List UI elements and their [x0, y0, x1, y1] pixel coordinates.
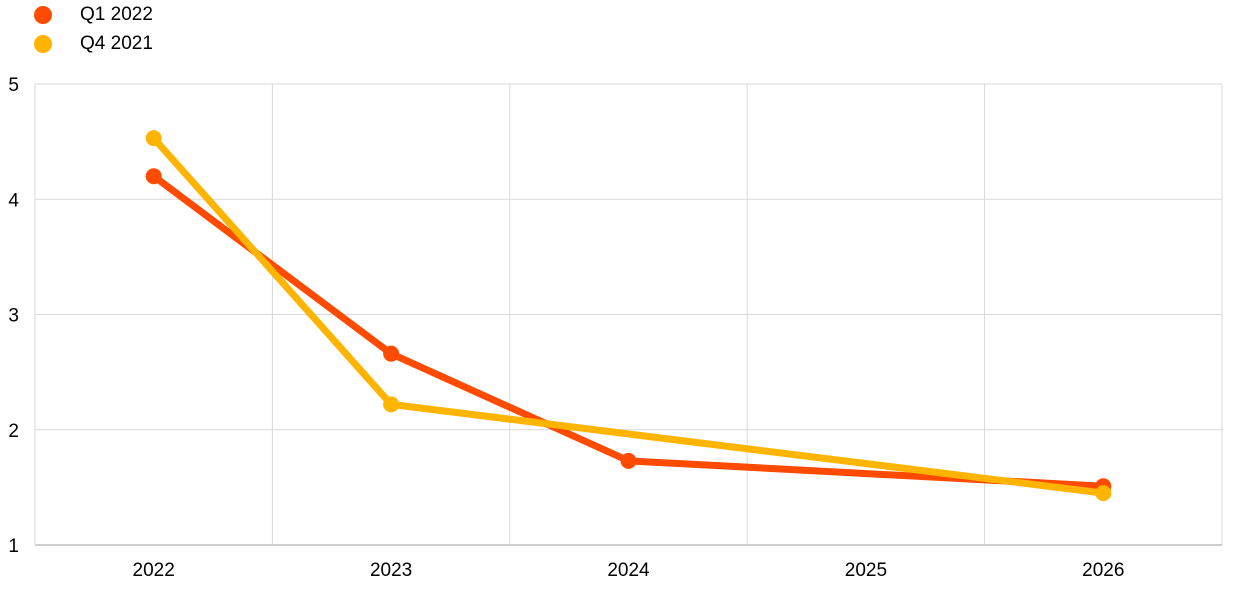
data-point [620, 452, 637, 469]
x-tick-label: 2026 [1082, 560, 1124, 581]
chart-legend: Q1 2022 Q4 2021 [34, 0, 153, 58]
y-tick-label: 4 [8, 190, 19, 211]
y-tick-label: 2 [8, 421, 19, 442]
data-point [145, 130, 162, 147]
series-line-1 [150, 134, 1107, 497]
data-point [145, 168, 162, 185]
series-line-0 [150, 172, 1107, 490]
x-tick-label: 2022 [133, 560, 175, 581]
y-tick-label: 5 [8, 75, 19, 96]
legend-label-q4-2021: Q4 2021 [80, 32, 153, 54]
x-tick-label: 2024 [607, 560, 650, 581]
legend-marker-q4-2021 [34, 34, 52, 53]
y-tick-label: 3 [8, 306, 19, 327]
legend-marker-q1-2022 [34, 5, 52, 24]
legend-item-q4-2021: Q4 2021 [34, 29, 153, 58]
x-tick-label: 2025 [845, 560, 887, 581]
data-point [383, 345, 400, 362]
x-tick-label: 2023 [370, 560, 412, 581]
legend-item-q1-2022: Q1 2022 [34, 0, 153, 29]
legend-label-q1-2022: Q1 2022 [80, 3, 153, 25]
data-point [1095, 485, 1112, 502]
data-point [383, 396, 400, 413]
y-tick-label: 1 [8, 536, 19, 557]
